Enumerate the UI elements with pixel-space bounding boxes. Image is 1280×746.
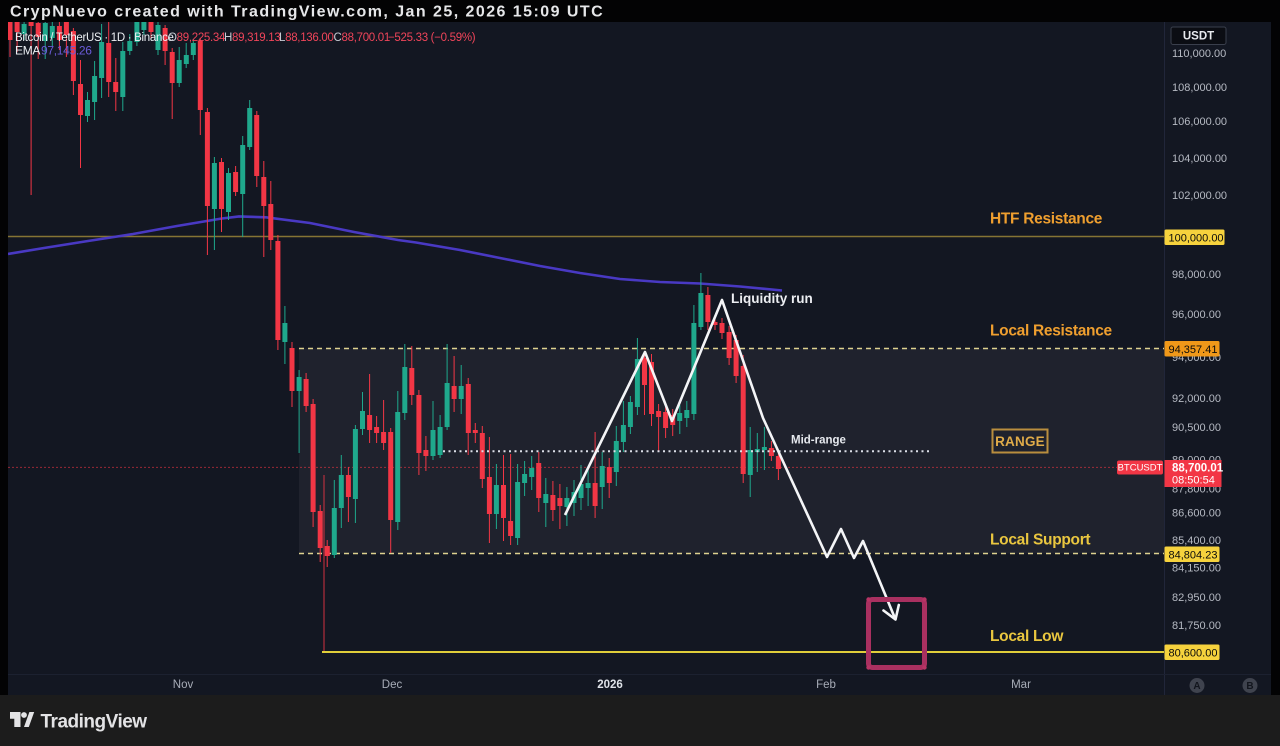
svg-text:2026: 2026 bbox=[597, 679, 623, 691]
svg-text:08:50:54: 08:50:54 bbox=[1172, 475, 1215, 487]
svg-text:106,000.00: 106,000.00 bbox=[1172, 116, 1227, 128]
svg-text:84,804.23: 84,804.23 bbox=[1169, 550, 1218, 562]
svg-text:104,000.00: 104,000.00 bbox=[1172, 153, 1227, 165]
svg-text:Nov: Nov bbox=[173, 679, 194, 691]
svg-text:Mid-range: Mid-range bbox=[791, 435, 846, 447]
svg-text:100,000.00: 100,000.00 bbox=[1169, 233, 1224, 245]
svg-text:Liquidity run: Liquidity run bbox=[731, 291, 813, 306]
svg-text:USDT: USDT bbox=[1183, 31, 1214, 43]
svg-text:BTCUSDT: BTCUSDT bbox=[1118, 463, 1163, 474]
svg-text:102,000.00: 102,000.00 bbox=[1172, 190, 1227, 202]
svg-text:Bitcoin / TetherUS · 1D · Bina: Bitcoin / TetherUS · 1D · BinanceO89,225… bbox=[15, 32, 476, 44]
svg-text:Dec: Dec bbox=[382, 679, 403, 691]
svg-text:98,000.00: 98,000.00 bbox=[1172, 269, 1221, 281]
svg-text:A: A bbox=[1193, 681, 1200, 692]
svg-text:RANGE: RANGE bbox=[995, 434, 1045, 449]
svg-text:108,000.00: 108,000.00 bbox=[1172, 82, 1227, 94]
svg-text:92,000.00: 92,000.00 bbox=[1172, 393, 1221, 405]
svg-text:81,750.00: 81,750.00 bbox=[1172, 620, 1221, 632]
svg-text:90,500.00: 90,500.00 bbox=[1172, 422, 1221, 434]
svg-text:82,950.00: 82,950.00 bbox=[1172, 592, 1221, 604]
svg-text:Local Resistance: Local Resistance bbox=[990, 323, 1113, 340]
svg-text:94,357.41: 94,357.41 bbox=[1169, 344, 1218, 356]
svg-text:B: B bbox=[1246, 681, 1253, 692]
svg-text:HTF Resistance: HTF Resistance bbox=[990, 211, 1103, 228]
svg-text:85,400.00: 85,400.00 bbox=[1172, 535, 1221, 547]
svg-text:Local Support: Local Support bbox=[990, 532, 1090, 549]
svg-text:Feb: Feb bbox=[816, 679, 836, 691]
svg-text:88,700.01: 88,700.01 bbox=[1172, 463, 1224, 475]
svg-text:CrypNuevo created with Trading: CrypNuevo created with TradingView.com, … bbox=[10, 4, 604, 21]
svg-text:86,600.00: 86,600.00 bbox=[1172, 508, 1221, 520]
svg-text:84,150.00: 84,150.00 bbox=[1172, 563, 1221, 575]
svg-text:Mar: Mar bbox=[1011, 679, 1031, 691]
svg-text:80,600.00: 80,600.00 bbox=[1169, 648, 1218, 660]
svg-text:96,000.00: 96,000.00 bbox=[1172, 309, 1221, 321]
svg-text:EMA 97,145.26: EMA 97,145.26 bbox=[15, 44, 92, 58]
svg-text:Local Low: Local Low bbox=[990, 628, 1064, 645]
svg-text:110,000.00: 110,000.00 bbox=[1172, 48, 1226, 60]
svg-text:TradingView: TradingView bbox=[41, 712, 148, 733]
